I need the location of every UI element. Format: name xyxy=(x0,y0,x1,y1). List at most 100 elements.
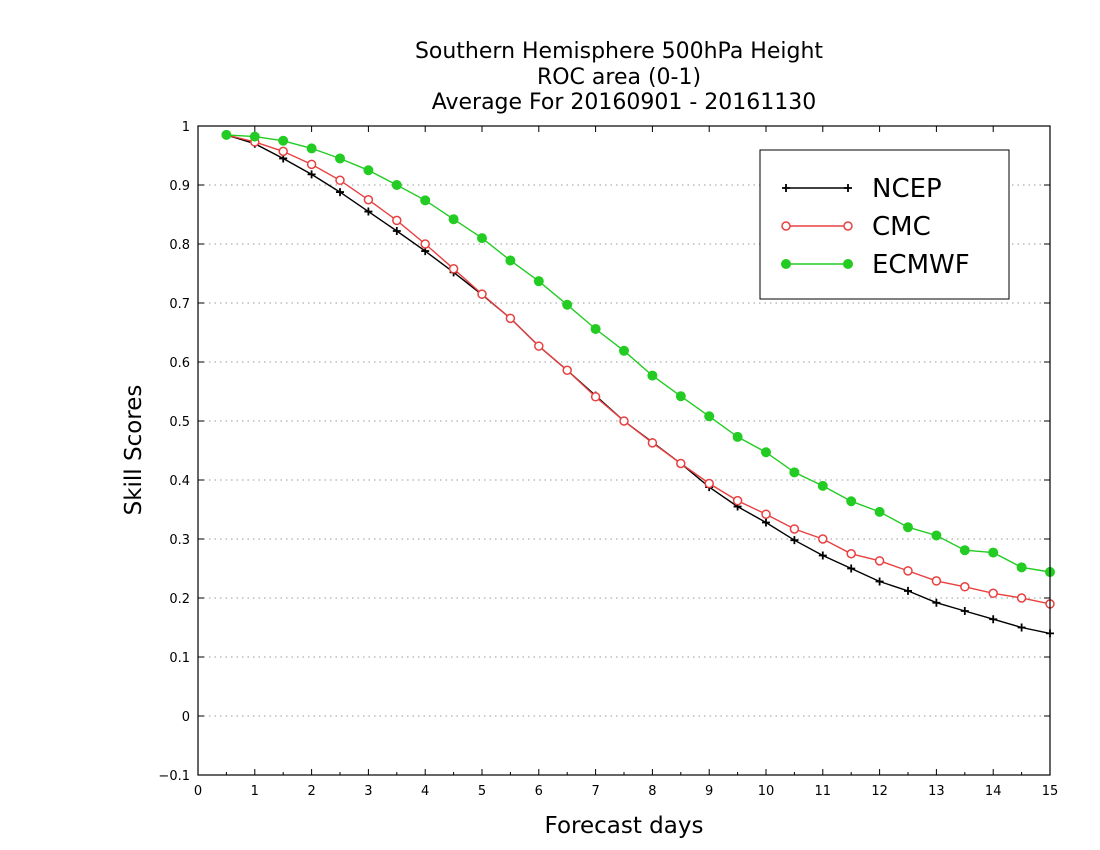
data-point-ecmwf xyxy=(704,411,715,422)
legend-label: CMC xyxy=(872,212,931,242)
data-point-ecmwf xyxy=(1016,562,1027,573)
data-point-cmc xyxy=(477,289,487,299)
data-point-ecmwf xyxy=(590,323,601,334)
data-point-ecmwf xyxy=(988,547,999,558)
data-point-ncep xyxy=(762,518,770,527)
legend: NCEP CMC ECMWF xyxy=(759,149,1010,300)
chart-title-line-2: ROC area (0-1) xyxy=(537,65,701,90)
x-tick-label: 4 xyxy=(421,784,429,799)
y-tick-label: 0.2 xyxy=(169,592,190,607)
y-tick-label: 0.6 xyxy=(169,356,190,371)
data-point-ncep xyxy=(932,598,941,607)
data-point-cmc xyxy=(874,556,885,566)
data-point-cmc xyxy=(761,509,771,519)
x-tick-label: 5 xyxy=(478,784,486,799)
data-point-cmc xyxy=(988,588,998,599)
data-point-cmc xyxy=(505,313,516,324)
data-point-ecmwf xyxy=(647,370,658,381)
data-point-cmc xyxy=(647,438,658,448)
x-tick-label: 10 xyxy=(758,784,775,799)
x-tick-label: 14 xyxy=(985,784,1002,799)
data-point-ncep xyxy=(790,536,799,545)
series-cmc xyxy=(221,130,1055,609)
data-point-ecmwf xyxy=(221,129,232,140)
data-point-ecmwf xyxy=(363,165,374,176)
data-point-ncep xyxy=(818,551,827,560)
chart-title-line-1: Southern Hemisphere 500hPa Height xyxy=(415,39,823,64)
legend-marker xyxy=(843,259,853,269)
data-point-ecmwf xyxy=(306,143,317,154)
x-tick-label: 2 xyxy=(307,784,315,799)
x-tick-label: 12 xyxy=(871,784,888,799)
data-point-ecmwf xyxy=(249,131,260,142)
x-tick-label: 3 xyxy=(364,784,372,799)
data-point-ecmwf xyxy=(505,255,516,266)
y-tick-label: 0.4 xyxy=(169,474,190,489)
data-point-cmc xyxy=(562,365,572,376)
data-point-ecmwf xyxy=(789,467,800,478)
data-point-ncep xyxy=(336,188,344,197)
data-point-ecmwf xyxy=(959,545,970,556)
y-tick-label: 1 xyxy=(182,120,190,135)
data-point-ecmwf xyxy=(619,345,629,356)
data-point-ncep xyxy=(847,564,856,573)
data-point-cmc xyxy=(1016,593,1027,603)
data-point-cmc xyxy=(278,146,288,157)
data-point-ecmwf xyxy=(448,214,459,225)
series-ecmwf xyxy=(221,129,1055,578)
axis-ticks: −0.100.10.20.30.40.50.60.70.80.910 1 2 3 4 5 6… xyxy=(158,120,1058,799)
y-tick-label: 0.7 xyxy=(169,297,190,312)
data-point-ecmwf xyxy=(874,506,885,517)
data-point-ncep xyxy=(989,615,998,624)
data-point-ecmwf xyxy=(335,153,345,164)
data-point-ecmwf xyxy=(420,195,431,206)
data-point-ecmwf xyxy=(675,391,686,402)
data-point-ecmwf xyxy=(562,299,573,310)
data-point-ecmwf xyxy=(846,496,857,507)
legend-item-ecmwf: ECMWF xyxy=(781,250,970,280)
data-point-cmc xyxy=(789,524,800,534)
y-tick-label: 0.1 xyxy=(169,651,190,666)
data-point-ncep xyxy=(904,586,912,595)
x-tick-label: 7 xyxy=(591,784,599,799)
legend-marker xyxy=(843,221,853,231)
x-tick-label: 6 xyxy=(535,784,543,799)
legend-box xyxy=(759,149,1010,300)
x-tick-label: 11 xyxy=(815,784,832,799)
series-line-cmc xyxy=(226,134,1051,605)
legend-marker xyxy=(781,259,791,269)
legend-marker xyxy=(844,184,852,192)
legend-marker xyxy=(781,221,791,231)
legend-label: ECMWF xyxy=(872,250,970,280)
data-point-ecmwf xyxy=(931,530,942,541)
data-point-cmc xyxy=(448,264,459,274)
y-tick-label: 0.3 xyxy=(169,533,190,548)
legend-label: NCEP xyxy=(872,174,942,204)
data-point-ncep xyxy=(392,227,401,236)
data-point-cmc xyxy=(676,458,686,469)
chart-title-line-3: Average For 20160901 - 20161130 xyxy=(432,90,817,115)
data-point-cmc xyxy=(960,582,970,592)
y-tick-label: 0.5 xyxy=(169,415,190,430)
data-point-cmc xyxy=(420,239,430,249)
y-tick-label: 0 xyxy=(182,710,190,725)
x-tick-label: 8 xyxy=(648,784,656,799)
x-tick-label: 9 xyxy=(705,784,713,799)
data-point-cmc xyxy=(619,416,629,426)
data-point-cmc xyxy=(903,566,913,576)
data-point-cmc xyxy=(732,495,743,506)
data-point-ecmwf xyxy=(903,522,913,533)
data-point-ncep xyxy=(960,606,969,615)
data-point-ecmwf xyxy=(278,135,289,146)
data-point-ncep xyxy=(1017,623,1026,632)
legend-item-ncep: NCEP xyxy=(782,174,942,204)
series-layer xyxy=(221,129,1055,638)
data-point-ecmwf xyxy=(732,431,743,442)
x-tick-label: 15 xyxy=(1042,784,1059,799)
data-point-ecmwf xyxy=(533,276,544,287)
y-axis-label: Skill Scores xyxy=(121,385,147,516)
data-point-ncep xyxy=(307,170,316,179)
data-point-ecmwf xyxy=(817,480,828,491)
y-tick-label: 0.8 xyxy=(169,238,190,253)
data-point-cmc xyxy=(534,341,544,351)
